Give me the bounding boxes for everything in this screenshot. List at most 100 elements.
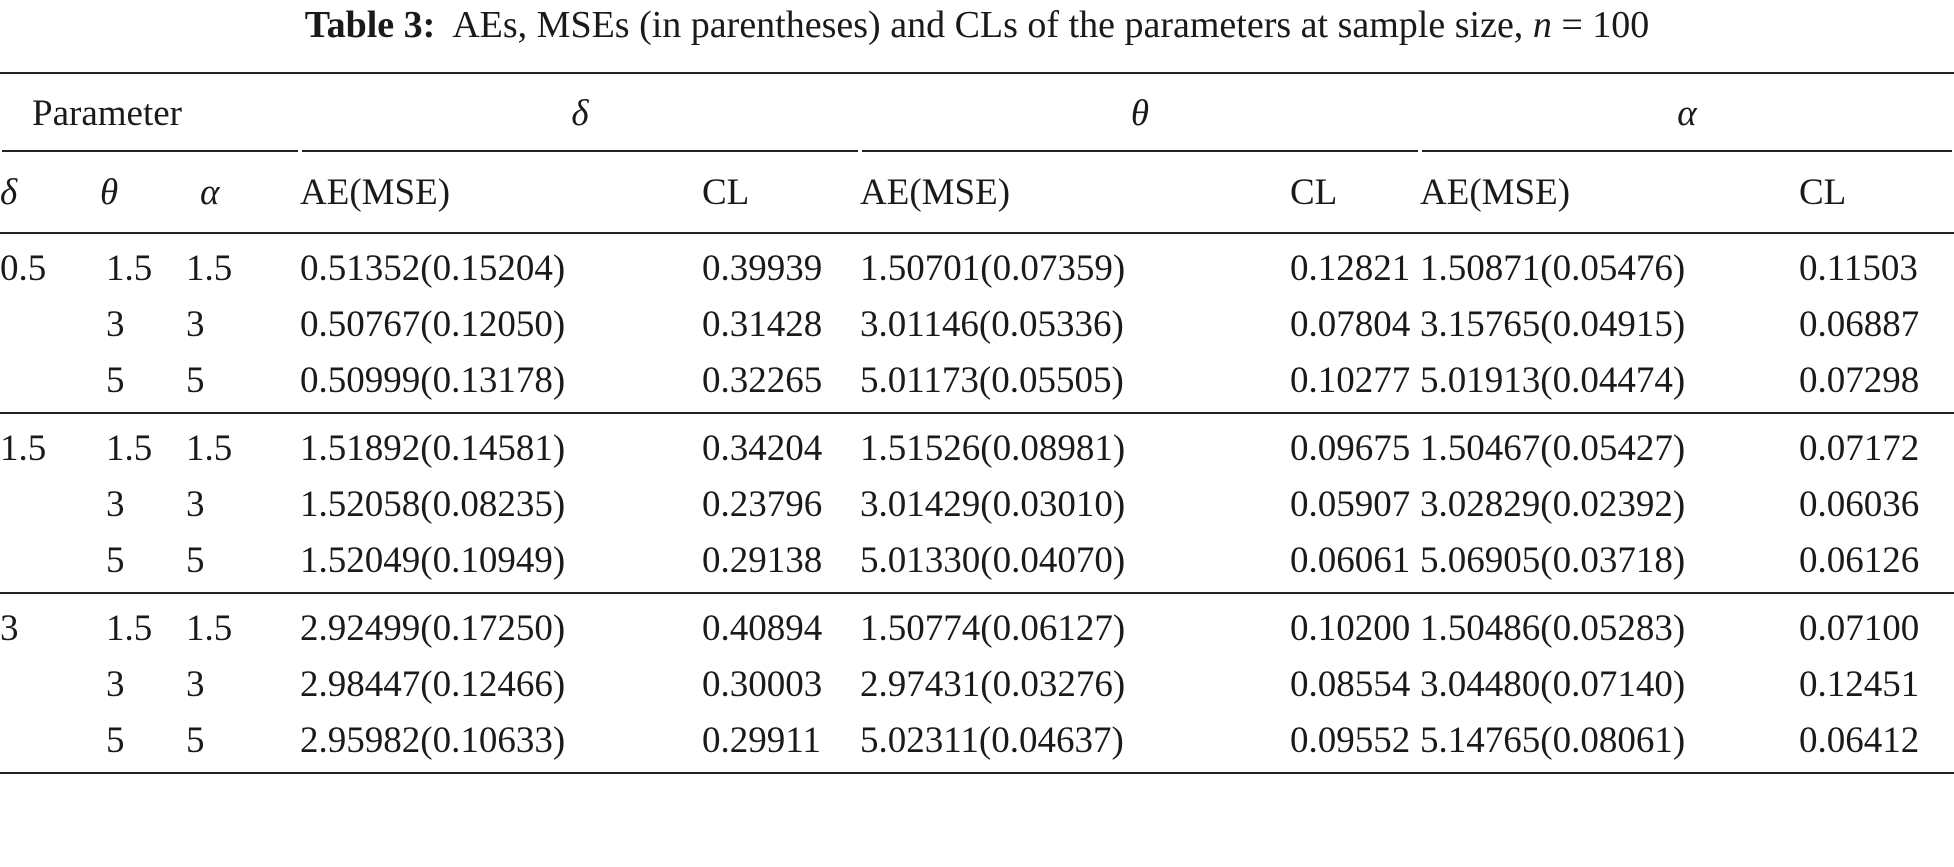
cell-delta xyxy=(0,656,100,712)
cell-alpha-ae-mse: 5.14765(0.08061) xyxy=(1420,719,1686,761)
cell-delta-cl: 0.34204 xyxy=(702,427,823,469)
cell-delta-ae-mse: 0.51352(0.15204) xyxy=(300,247,566,289)
header-alpha-ae-mse: AE(MSE) xyxy=(1420,171,1571,213)
cell-alpha-cl: 0.07100 xyxy=(1799,607,1920,649)
header-row-columns: δ θ α AE(MSE) CL AE(MSE) CL AE(MSE) CL xyxy=(0,152,1954,233)
cell-theta-ae-mse: 3.01429(0.03010) xyxy=(860,483,1126,525)
cell-theta: 3 xyxy=(106,483,125,525)
table-row: 3 3 0.50767(0.12050) 0.31428 3.01146(0.05336… xyxy=(0,296,1954,352)
table-row: 5 5 1.52049(0.10949) 0.29138 5.01330(0.04070… xyxy=(0,532,1954,593)
cell-delta-ae-mse: 1.52049(0.10949) xyxy=(300,539,566,581)
caption-n-value: = 100 xyxy=(1561,4,1650,46)
table-row: 3 3 2.98447(0.12466) 0.30003 2.97431(0.03276… xyxy=(0,656,1954,712)
cell-alpha: 5 xyxy=(186,359,205,401)
cell-delta-cl: 0.29138 xyxy=(702,539,823,581)
cell-alpha: 3 xyxy=(186,483,205,525)
cell-delta: 3 xyxy=(0,607,19,649)
table-row: 1.5 1.5 1.5 1.51892(0.14581) 0.34204 1.51526(… xyxy=(0,413,1954,476)
cell-theta-cl: 0.05907 xyxy=(1290,483,1411,525)
cell-theta-ae-mse: 1.51526(0.08981) xyxy=(860,427,1126,469)
cell-delta xyxy=(0,352,100,413)
cell-alpha: 1.5 xyxy=(186,607,233,649)
header-col-delta: δ xyxy=(0,171,18,213)
cell-alpha: 3 xyxy=(186,303,205,345)
cell-delta-cl: 0.23796 xyxy=(702,483,823,525)
cell-theta-cl: 0.07804 xyxy=(1290,303,1411,345)
cell-delta-ae-mse: 1.51892(0.14581) xyxy=(300,427,566,469)
cell-delta xyxy=(0,532,100,593)
cell-alpha-ae-mse: 1.50467(0.05427) xyxy=(1420,427,1686,469)
caption-n-symbol: n xyxy=(1532,4,1552,46)
cell-delta xyxy=(0,712,100,773)
cell-alpha: 1.5 xyxy=(186,247,233,289)
cell-delta xyxy=(0,296,100,352)
cell-theta-cl: 0.09552 xyxy=(1290,719,1411,761)
cell-theta: 3 xyxy=(106,663,125,705)
cell-alpha-ae-mse: 1.50871(0.05476) xyxy=(1420,247,1686,289)
header-row-groups: Parameter δ θ α xyxy=(0,73,1954,152)
cell-alpha: 5 xyxy=(186,719,205,761)
cell-alpha: 3 xyxy=(186,663,205,705)
header-col-alpha: α xyxy=(200,171,220,213)
table-caption: Table 3: AEs, MSEs (in parentheses) and … xyxy=(0,0,1954,58)
cell-theta-ae-mse: 5.01330(0.04070) xyxy=(860,539,1126,581)
cell-alpha-ae-mse: 3.04480(0.07140) xyxy=(1420,663,1686,705)
header-group-delta: δ xyxy=(300,73,860,152)
cell-theta: 3 xyxy=(106,303,125,345)
table-row: 5 5 0.50999(0.13178) 0.32265 5.01173(0.05505… xyxy=(0,352,1954,413)
cell-delta-cl: 0.29911 xyxy=(702,719,821,761)
cell-alpha: 1.5 xyxy=(186,427,233,469)
caption-text: AEs, MSEs (in parentheses) and CLs of th… xyxy=(452,4,1524,46)
table-row: 5 5 2.95982(0.10633) 0.29911 5.02311(0.04637… xyxy=(0,712,1954,773)
cell-theta: 5 xyxy=(106,539,125,581)
cell-delta-ae-mse: 2.95982(0.10633) xyxy=(300,719,566,761)
header-delta-cl: CL xyxy=(702,171,750,213)
cell-delta-ae-mse: 2.92499(0.17250) xyxy=(300,607,566,649)
cell-theta: 5 xyxy=(106,719,125,761)
cell-theta-ae-mse: 1.50701(0.07359) xyxy=(860,247,1126,289)
cell-delta-cl: 0.39939 xyxy=(702,247,823,289)
cell-alpha-cl: 0.06412 xyxy=(1799,719,1920,761)
cell-delta-ae-mse: 0.50999(0.13178) xyxy=(300,359,566,401)
cell-delta xyxy=(0,476,100,532)
table-row: 3 1.5 1.5 2.92499(0.17250) 0.40894 1.50774(0.… xyxy=(0,593,1954,656)
cell-theta: 1.5 xyxy=(106,607,153,649)
header-group-alpha: α xyxy=(1420,73,1954,152)
cell-alpha-ae-mse: 3.15765(0.04915) xyxy=(1420,303,1686,345)
cell-delta-cl: 0.40894 xyxy=(702,607,823,649)
cell-alpha-cl: 0.06036 xyxy=(1799,483,1920,525)
table-row: 3 3 1.52058(0.08235) 0.23796 3.01429(0.03010… xyxy=(0,476,1954,532)
cell-theta: 5 xyxy=(106,359,125,401)
header-alpha-cl: CL xyxy=(1799,171,1847,213)
cell-theta-cl: 0.08554 xyxy=(1290,663,1411,705)
cell-theta-ae-mse: 5.01173(0.05505) xyxy=(860,359,1124,401)
cell-alpha: 5 xyxy=(186,539,205,581)
cell-alpha-cl: 0.12451 xyxy=(1799,663,1920,705)
cell-theta-ae-mse: 3.01146(0.05336) xyxy=(860,303,1124,345)
cell-alpha-cl: 0.07298 xyxy=(1799,359,1920,401)
cell-theta: 1.5 xyxy=(106,247,153,289)
cell-theta: 1.5 xyxy=(106,427,153,469)
cell-alpha-cl: 0.06126 xyxy=(1799,539,1920,581)
cell-delta-cl: 0.30003 xyxy=(702,663,823,705)
cell-alpha-ae-mse: 5.01913(0.04474) xyxy=(1420,359,1686,401)
cell-alpha-cl: 0.06887 xyxy=(1799,303,1920,345)
cell-delta: 0.5 xyxy=(0,247,47,289)
caption-label: Table 3: xyxy=(304,4,436,46)
cell-delta-cl: 0.31428 xyxy=(702,303,823,345)
cell-theta-cl: 0.09675 xyxy=(1290,427,1411,469)
cell-delta-ae-mse: 0.50767(0.12050) xyxy=(300,303,566,345)
cell-theta-cl: 0.06061 xyxy=(1290,539,1411,581)
cell-delta-ae-mse: 2.98447(0.12466) xyxy=(300,663,566,705)
cell-theta-cl: 0.10200 xyxy=(1290,607,1411,649)
cell-theta-ae-mse: 1.50774(0.06127) xyxy=(860,607,1126,649)
cell-theta-ae-mse: 5.02311(0.04637) xyxy=(860,719,1124,761)
cell-theta-cl: 0.12821 xyxy=(1290,247,1411,289)
cell-delta: 1.5 xyxy=(0,427,47,469)
header-theta-ae-mse: AE(MSE) xyxy=(860,171,1011,213)
cell-alpha-ae-mse: 5.06905(0.03718) xyxy=(1420,539,1686,581)
header-parameter: Parameter xyxy=(0,73,300,152)
cell-alpha-cl: 0.07172 xyxy=(1799,427,1920,469)
cell-delta-ae-mse: 1.52058(0.08235) xyxy=(300,483,566,525)
table-row: 0.5 1.5 1.5 0.51352(0.15204) 0.39939 1.50701(… xyxy=(0,233,1954,296)
